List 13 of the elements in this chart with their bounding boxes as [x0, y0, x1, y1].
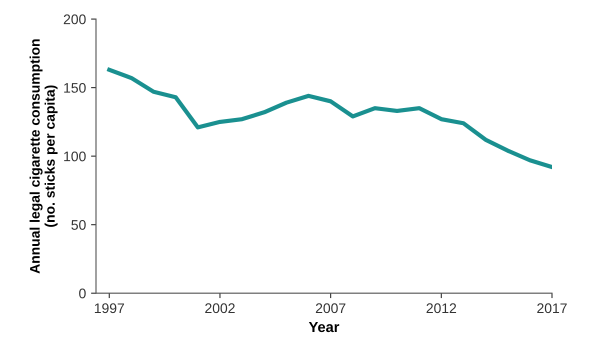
y-tick-label: 150 — [64, 82, 86, 93]
y-axis-title: Annual legal cigarette consumption (no. sticks per capita) — [30, 39, 58, 274]
x-tick-label: 2002 — [205, 303, 235, 314]
x-tick-label: 1997 — [94, 303, 124, 314]
x-tick-label: 2017 — [537, 303, 567, 314]
x-tick-label: 2007 — [316, 303, 346, 314]
y-tick-label: 0 — [79, 288, 86, 298]
y-tick-label: 100 — [64, 151, 86, 162]
y-tick-label: 200 — [64, 14, 86, 24]
x-tick-label: 2012 — [426, 303, 456, 314]
y-tick-label: 50 — [71, 220, 86, 230]
x-axis-title: Year — [308, 322, 340, 332]
line-series — [107, 68, 552, 170]
